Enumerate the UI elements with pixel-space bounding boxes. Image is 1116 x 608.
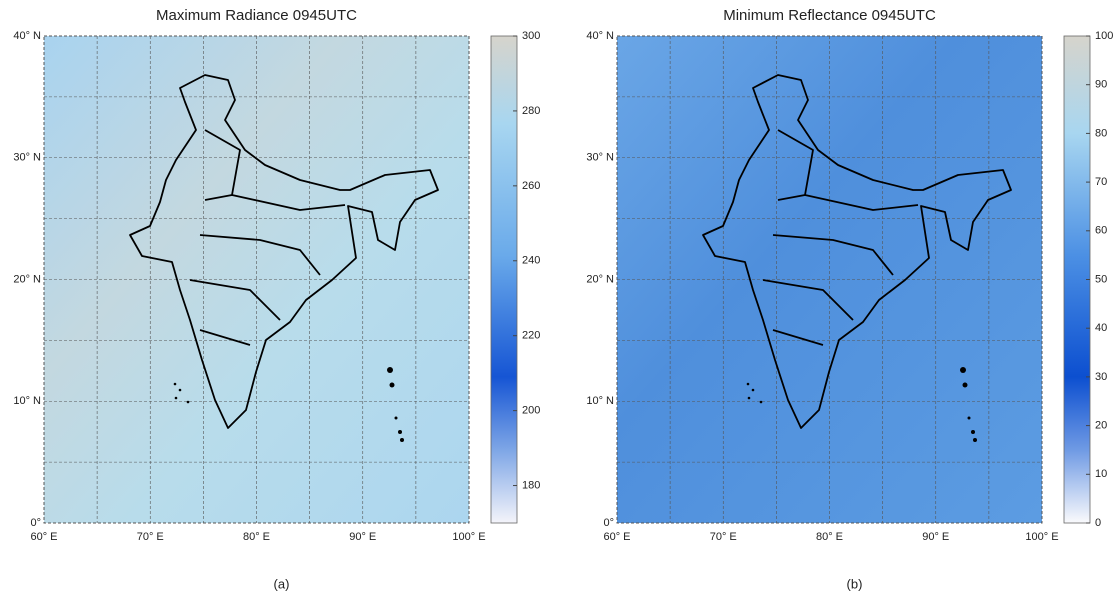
lon-label: 60° E (603, 531, 630, 543)
panel-title: Maximum Radiance 0945UTC (156, 7, 357, 24)
colorbar-tick-label: 30 (1095, 371, 1107, 383)
colorbar-tick-label: 0 (1095, 517, 1101, 529)
lon-label: 90° E (922, 531, 949, 543)
colorbar-tick-label: 80 (1095, 127, 1107, 139)
lat-label: 20° N (586, 273, 614, 285)
figure: Maximum Radiance 0945UTC 60° E 70° E 80° E 9… (0, 0, 1116, 603)
caption: (a) (274, 576, 290, 591)
colorbar-tick-label: 260 (522, 180, 540, 192)
colorbar-tick-label: 200 (522, 405, 540, 417)
lat-label: 0° (603, 517, 614, 529)
colorbar-tick-label: 100 (1095, 30, 1113, 42)
lon-label: 70° E (710, 531, 737, 543)
colorbar-tick-label: 10 (1095, 468, 1107, 480)
lon-label: 70° E (137, 531, 164, 543)
colorbar-tick-label: 180 (522, 479, 540, 491)
lat-label: 30° N (13, 152, 41, 164)
colorbar-tick-label: 70 (1095, 176, 1107, 188)
lon-label: 80° E (243, 531, 270, 543)
lat-label: 10° N (13, 395, 41, 407)
colorbar-tick-label: 90 (1095, 79, 1107, 91)
colorbar-tick-label: 240 (522, 255, 540, 267)
lon-label: 80° E (816, 531, 843, 543)
lat-label: 40° N (13, 30, 41, 42)
lon-label: 100° E (1025, 531, 1058, 543)
map-panel: Minimum Reflectance 0945UTC 60° E 70° E 80°… (586, 7, 1113, 591)
lat-label: 30° N (586, 152, 614, 164)
lon-label: 100° E (452, 531, 485, 543)
colorbar-tick-label: 20 (1095, 420, 1107, 432)
lat-label: 20° N (13, 273, 41, 285)
map-panel: Maximum Radiance 0945UTC 60° E 70° E 80° E 9… (13, 7, 540, 591)
colorbar-tick-label: 220 (522, 330, 540, 342)
lon-label: 60° E (30, 531, 57, 543)
caption: (b) (847, 576, 863, 591)
lat-label: 0° (30, 517, 41, 529)
colorbar-tick-label: 40 (1095, 322, 1107, 334)
lat-label: 10° N (586, 395, 614, 407)
lat-label: 40° N (586, 30, 614, 42)
panel-title: Minimum Reflectance 0945UTC (723, 7, 936, 24)
colorbar-tick-label: 280 (522, 105, 540, 117)
colorbar-tick-label: 300 (522, 30, 540, 42)
colorbar (491, 36, 517, 523)
lon-label: 90° E (349, 531, 376, 543)
colorbar-tick-label: 60 (1095, 225, 1107, 237)
colorbar-tick-label: 50 (1095, 273, 1107, 285)
